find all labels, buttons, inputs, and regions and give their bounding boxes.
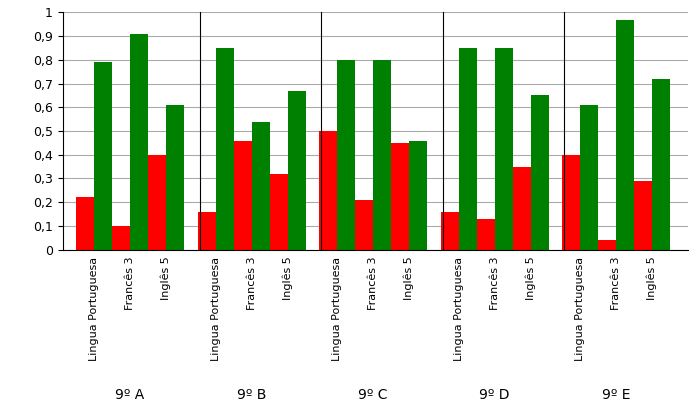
Bar <box>112 226 130 250</box>
Bar <box>319 131 337 250</box>
Bar <box>337 60 355 250</box>
Text: Lingua Portuguesa: Lingua Portuguesa <box>575 257 585 361</box>
Text: Inglês 5: Inglês 5 <box>647 257 657 300</box>
Text: Francês 3: Francês 3 <box>247 257 256 310</box>
Bar <box>391 143 409 250</box>
Bar <box>441 212 459 250</box>
Text: Lingua Portuguesa: Lingua Portuguesa <box>332 257 342 361</box>
Bar <box>598 240 616 250</box>
Text: Lingua Portuguesa: Lingua Portuguesa <box>454 257 464 361</box>
Bar <box>373 60 391 250</box>
Bar <box>459 48 477 250</box>
Bar <box>130 34 148 250</box>
Text: 9º E: 9º E <box>602 389 630 403</box>
Bar <box>652 79 670 250</box>
Text: Lingua Portuguesa: Lingua Portuguesa <box>89 257 99 361</box>
Bar <box>580 105 598 250</box>
Text: Inglês 5: Inglês 5 <box>525 257 536 300</box>
Bar <box>166 105 184 250</box>
Text: Inglês 5: Inglês 5 <box>161 257 171 300</box>
Bar <box>477 219 495 250</box>
Bar <box>94 62 112 250</box>
Bar <box>252 121 270 250</box>
Text: Inglês 5: Inglês 5 <box>282 257 293 300</box>
Bar <box>215 48 234 250</box>
Text: 9º A: 9º A <box>115 389 145 403</box>
Text: Francês 3: Francês 3 <box>611 257 621 310</box>
Bar <box>616 20 634 250</box>
Bar <box>562 155 580 250</box>
Text: Inglês 5: Inglês 5 <box>404 257 414 300</box>
Bar <box>355 200 373 250</box>
Text: Lingua Portuguesa: Lingua Portuguesa <box>211 257 220 361</box>
Bar <box>76 198 94 250</box>
Bar <box>530 95 548 250</box>
Text: Francês 3: Francês 3 <box>368 257 378 310</box>
Bar <box>197 212 215 250</box>
Text: 9º B: 9º B <box>237 389 266 403</box>
Bar <box>409 141 427 250</box>
Bar <box>512 166 530 250</box>
Bar <box>634 181 652 250</box>
Text: 9º D: 9º D <box>480 389 510 403</box>
Bar <box>148 155 166 250</box>
Bar <box>234 141 252 250</box>
Text: 9º C: 9º C <box>359 389 388 403</box>
Text: Francês 3: Francês 3 <box>489 257 500 310</box>
Text: Francês 3: Francês 3 <box>125 257 135 310</box>
Bar <box>288 91 306 250</box>
Bar <box>270 174 288 250</box>
Bar <box>495 48 512 250</box>
